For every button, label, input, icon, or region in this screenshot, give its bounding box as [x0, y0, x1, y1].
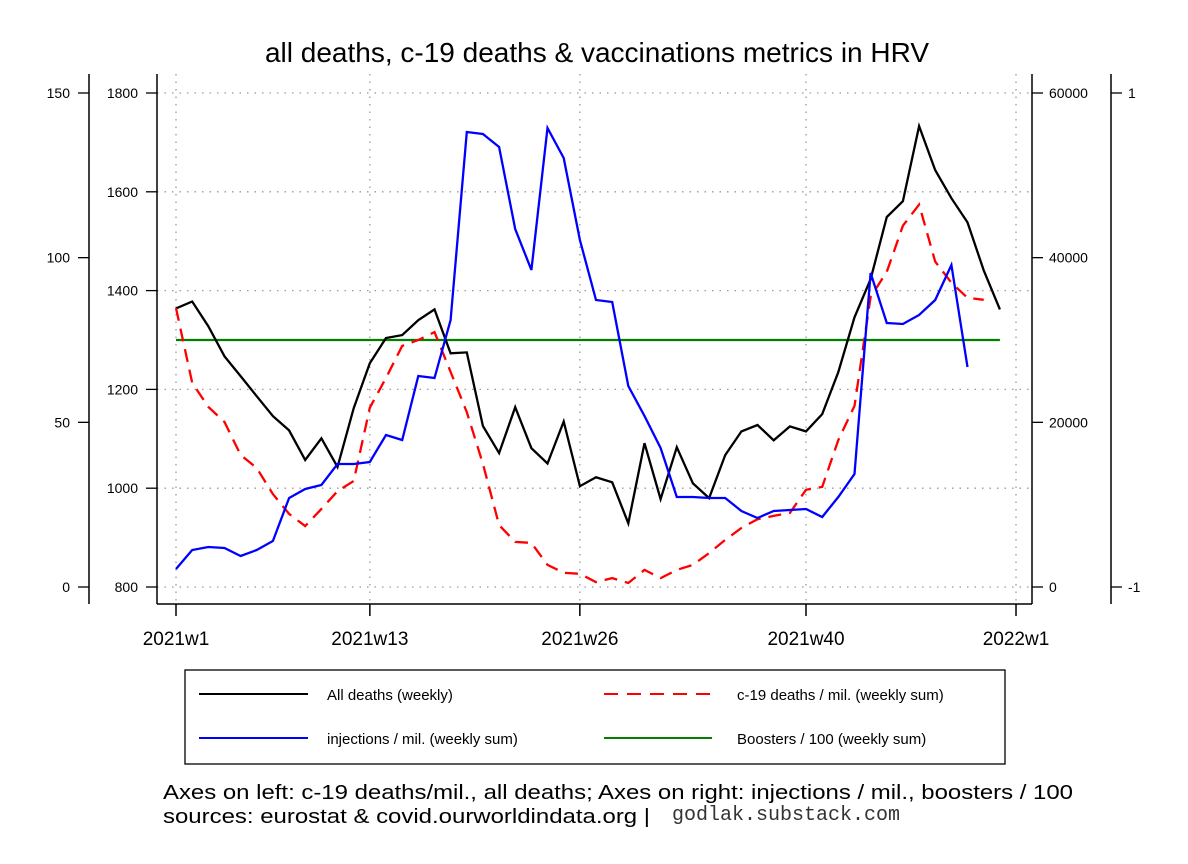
- tick-label-x: 2021w1: [143, 629, 210, 650]
- series-c19-deaths: [174, 202, 984, 585]
- legend-label-c19-deaths: c-19 deaths / mil. (weekly sum): [737, 687, 944, 704]
- series-group: [174, 121, 1001, 585]
- legend-box: [184, 669, 1006, 765]
- tick-label-left-inner: 1800: [107, 85, 138, 101]
- legend: All deaths (weekly) c-19 deaths / mil. (…: [184, 669, 1006, 765]
- tick-label-x: 2021w40: [767, 629, 844, 650]
- chart-title: all deaths, c-19 deaths & vaccinations m…: [265, 37, 929, 68]
- tick-label-x: 2021w13: [331, 629, 408, 650]
- tick-label-right-inner: 20000: [1049, 414, 1088, 430]
- tick-label-left-outer: 50: [54, 414, 70, 430]
- tick-label-right-inner: 60000: [1049, 85, 1088, 101]
- series-injections-line: [175, 124, 969, 570]
- series-all-deaths-line: [175, 121, 1001, 528]
- tick-label-left-inner: 1600: [107, 184, 138, 200]
- tick-label-left-outer: 100: [47, 250, 71, 266]
- axes: 0 50 100 150 800 1000 1200 1400 1600 1800 0 20000 40…: [47, 74, 1141, 650]
- sources-note: sources: eurostat & covid.ourworldindata…: [163, 806, 650, 828]
- tick-label-left-inner: 1000: [107, 480, 138, 496]
- legend-label-all-deaths: All deaths (weekly): [327, 687, 453, 704]
- tick-label-left-outer: 150: [47, 85, 71, 101]
- tick-label-right-outer: 1: [1128, 85, 1136, 101]
- tick-label-right-inner: 40000: [1049, 250, 1088, 266]
- tick-label-left-inner: 800: [115, 579, 139, 595]
- legend-label-injections: injections / mil. (weekly sum): [327, 731, 518, 748]
- tick-label-left-inner: 1400: [107, 283, 138, 299]
- tick-label-x: 2021w26: [541, 629, 618, 650]
- tick-label-left-inner: 1200: [107, 381, 138, 397]
- series-injections: [175, 124, 969, 570]
- tick-label-right-inner: 0: [1049, 579, 1057, 595]
- site-credit: godlak.substack.com: [672, 804, 900, 827]
- tick-label-x: 2022w1: [983, 629, 1050, 650]
- tick-label-left-outer: 0: [62, 579, 70, 595]
- legend-label-boosters: Boosters / 100 (weekly sum): [737, 731, 926, 748]
- tick-label-right-outer: -1: [1128, 579, 1141, 595]
- axes-note: Axes on left: c-19 deaths/mil., all deat…: [163, 782, 1073, 804]
